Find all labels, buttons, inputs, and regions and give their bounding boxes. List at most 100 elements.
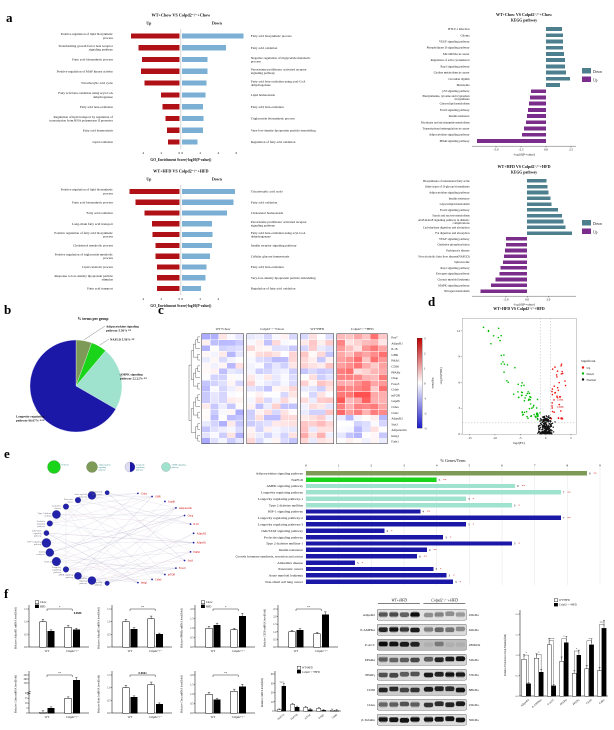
svg-text:0.5: 0.5 xyxy=(107,633,111,636)
svg-text:Cideb: Cideb xyxy=(155,578,162,581)
svg-text:regulating: regulating xyxy=(52,568,62,571)
svg-text:cancer: cancer xyxy=(67,501,73,503)
svg-text:Colpd2⁻/⁻+HFD: Colpd2⁻/⁻+HFD xyxy=(431,599,458,603)
svg-text:HFD: HFD xyxy=(206,606,211,609)
svg-text:0.0661: 0.0661 xyxy=(138,671,147,675)
svg-text:5: 5 xyxy=(439,478,441,482)
svg-text:2.0: 2.0 xyxy=(273,616,277,619)
svg-text:4: 4 xyxy=(422,510,424,514)
svg-text:WT+Chow: WT+Chow xyxy=(216,327,231,331)
svg-text:AMPK signaling: AMPK signaling xyxy=(172,464,186,467)
svg-text:Adipocytokine signaling: Adipocytokine signaling xyxy=(106,325,139,329)
svg-text:Pik3r1: Pik3r1 xyxy=(391,359,400,363)
svg-text:Cidea: Cidea xyxy=(141,492,148,495)
svg-text:4: 4 xyxy=(143,151,145,155)
svg-text:4: 4 xyxy=(143,297,145,301)
svg-text:Phospholipase D signaling path: Phospholipase D signaling pathway xyxy=(427,46,470,50)
svg-text:*: * xyxy=(440,567,442,571)
svg-text:PPARγ: PPARγ xyxy=(572,698,581,706)
svg-text:*: * xyxy=(563,636,565,639)
svg-text:Foxo3: Foxo3 xyxy=(179,567,186,570)
svg-text:***: *** xyxy=(279,681,284,685)
svg-text:Glycerolipid metabolism: Glycerolipid metabolism xyxy=(440,102,471,106)
svg-text:0: 0 xyxy=(182,151,184,155)
svg-text:0: 0 xyxy=(179,297,181,301)
svg-text:7: 7 xyxy=(563,516,565,520)
svg-text:p53 signaling pathway: p53 signaling pathway xyxy=(442,89,470,93)
svg-text:dehydrogenase: dehydrogenase xyxy=(93,95,113,99)
svg-text:Nicotinate and nicotinamide me: Nicotinate and nicotinamide metabolism xyxy=(421,120,470,124)
svg-text:3: 3 xyxy=(403,464,405,468)
svg-text:9: 9 xyxy=(589,471,591,475)
svg-text:Longevity regulating pathway-3: Longevity regulating pathway-3 xyxy=(258,523,303,527)
svg-text:Acute myeloid leukemia: Acute myeloid leukemia xyxy=(269,574,304,578)
svg-text:FSP27β: FSP27β xyxy=(290,713,299,721)
svg-text:P-ACC: P-ACC xyxy=(365,643,376,647)
svg-text:Relative Cidea mRNA level(fold: Relative Cidea mRNA level(fold) xyxy=(15,675,18,713)
svg-text:Up: Up xyxy=(587,366,591,370)
svg-text:*: * xyxy=(225,605,227,609)
svg-text:Long-chain fatty acid transpor: Long-chain fatty acid transport xyxy=(72,222,113,226)
svg-text:Oxidative phosphorylation: Oxidative phosphorylation xyxy=(437,243,470,247)
svg-text:Longevity regulating pathway: Longevity regulating pathway xyxy=(261,491,303,495)
svg-text:Longevity: Longevity xyxy=(52,566,62,569)
svg-text:pathway: pathway xyxy=(95,585,103,587)
svg-text:-5.0: -5.0 xyxy=(494,148,499,152)
svg-text:3: 3 xyxy=(455,580,457,584)
svg-text:Down: Down xyxy=(212,22,223,26)
svg-text:40: 40 xyxy=(271,673,274,676)
svg-text:pathway 66.67% ***: pathway 66.67% *** xyxy=(16,418,45,422)
svg-text:KEGG pathway: KEGG pathway xyxy=(511,19,537,23)
svg-text:Adipocytokine: Adipocytokine xyxy=(99,464,111,467)
fsp27-mrna-grouped-chart-svg: Relative mRNA level(fold) 0 10 20 30 40 *** FSP… xyxy=(261,665,341,721)
svg-text:Longevity regulating: Longevity regulating xyxy=(16,415,45,419)
svg-text:Positive regulation of triglyc: Positive regulation of triglyceride meta… xyxy=(55,253,114,257)
svg-text:Cidea: Cidea xyxy=(599,698,606,705)
svg-text:Up: Up xyxy=(593,230,598,234)
svg-text:0: 0 xyxy=(26,712,28,715)
terms-per-group-pie-svg: % terms per group Adipocytokine signaling… xyxy=(16,317,147,433)
svg-text:Tricarboxylic acid cycle: Tricarboxylic acid cycle xyxy=(81,81,113,85)
svg-text:20: 20 xyxy=(271,692,274,695)
svg-text:150: 150 xyxy=(24,682,29,685)
svg-text:Relative AdipoR2 mRNA level(fo: Relative AdipoR2 mRNA level(fold) xyxy=(98,607,101,648)
svg-text:PPAR signaling pathway: PPAR signaling pathway xyxy=(440,139,470,143)
svg-text:5: 5 xyxy=(570,436,572,440)
svg-text:1.5: 1.5 xyxy=(190,618,194,621)
svg-text:FoxO signaling pathway: FoxO signaling pathway xyxy=(440,108,470,112)
kegg-pathway-chart-hfd: WT+HFD VS Colpd2⁻/⁻+HFD KEGG pathway Biosy… xyxy=(384,162,612,317)
svg-text:PPAR signaling: PPAR signaling xyxy=(88,581,103,584)
svg-text:pathway: pathway xyxy=(34,544,42,546)
svg-text:**: ** xyxy=(567,491,571,495)
svg-text:WT: WT xyxy=(128,715,133,719)
svg-text:NAFLD: NAFLD xyxy=(44,561,52,564)
svg-text:4: 4 xyxy=(429,548,431,552)
svg-text:MAPK signaling pathway: MAPK signaling pathway xyxy=(438,283,470,287)
svg-text:Non-small cell: Non-small cell xyxy=(89,491,102,493)
svg-text:Adipocytokine signaling pathwa: Adipocytokine signaling pathway xyxy=(256,471,303,475)
svg-text:0: 0 xyxy=(179,151,181,155)
svg-text:P-ACC: P-ACC xyxy=(547,698,555,706)
svg-text:NAFLD: NAFLD xyxy=(62,464,69,467)
svg-text:Carbohydrate digestion and abs: Carbohydrate digestion and absorption xyxy=(423,225,470,229)
svg-text:Colpd2⁻/⁻+HFD: Colpd2⁻/⁻+HFD xyxy=(302,671,320,674)
svg-text:Chow: Chow xyxy=(40,601,46,604)
svg-text:Fatty acid biosynthetic proces: Fatty acid biosynthetic process xyxy=(72,58,113,62)
svg-text:Insulin: Insulin xyxy=(39,551,46,553)
svg-text:0: 0 xyxy=(272,710,274,713)
svg-text:1: 1 xyxy=(424,367,426,371)
svg-text:Rap1 signaling pathway: Rap1 signaling pathway xyxy=(441,266,470,270)
svg-text:Alzheimer: Alzheimer xyxy=(52,504,62,507)
svg-text:Biosynthesis of unsaturated fa: Biosynthesis of unsaturated fatty acids xyxy=(423,179,470,183)
svg-text:3: 3 xyxy=(435,567,437,571)
svg-text:0.5: 0.5 xyxy=(273,638,277,641)
svg-text:Up: Up xyxy=(146,178,151,182)
svg-text:Colpd2⁻/⁻: Colpd2⁻/⁻ xyxy=(66,649,79,653)
svg-text:88KDa: 88KDa xyxy=(469,688,479,692)
svg-text:Down: Down xyxy=(593,70,602,74)
svg-text:*: * xyxy=(518,503,520,507)
svg-text:Relative AdipoR1 mRNA level(fo: Relative AdipoR1 mRNA level(fold) xyxy=(15,607,18,648)
cidea-mrna-chart-svg: Relative Cidea mRNA level(fold) 0 5 10 15 20 1… xyxy=(15,671,89,719)
svg-text:Adiponectin: Adiponectin xyxy=(391,428,407,432)
svg-text:1.0: 1.0 xyxy=(190,693,194,696)
